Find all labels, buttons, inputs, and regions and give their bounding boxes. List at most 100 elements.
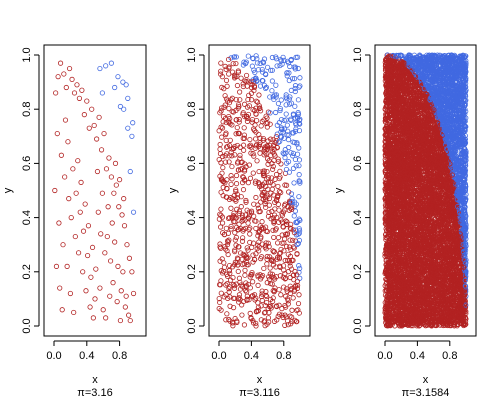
point-outside [254, 56, 260, 62]
y-tick-label: 1.0 [186, 47, 198, 62]
point-inside [236, 275, 243, 281]
point-inside [276, 219, 282, 225]
point-inside [264, 293, 270, 300]
point-inside [86, 125, 92, 131]
point-inside [256, 105, 263, 112]
point-inside [112, 160, 119, 166]
point-inside [58, 152, 64, 158]
point-inside [259, 219, 265, 225]
y-tick-label: 0.2 [186, 264, 198, 279]
point-inside [233, 234, 239, 241]
point-inside [283, 275, 289, 281]
point-inside [237, 152, 243, 158]
point-inside [243, 72, 250, 79]
point-outside [295, 54, 301, 60]
point-inside [218, 60, 224, 66]
point-outside [259, 66, 265, 73]
point-inside [227, 270, 233, 276]
point-inside [102, 250, 108, 256]
point-inside [70, 166, 76, 172]
point-inside [252, 297, 258, 303]
point-inside [258, 234, 264, 240]
point-inside [96, 114, 102, 120]
point-inside [262, 323, 268, 329]
point-outside [125, 95, 131, 101]
point-outside [293, 219, 299, 225]
point-inside [277, 168, 283, 174]
point-outside [263, 84, 270, 90]
point-inside [226, 159, 232, 165]
point-inside [218, 108, 224, 114]
point-outside [296, 172, 302, 178]
point-inside [94, 168, 101, 175]
point-inside [109, 220, 115, 226]
point-outside [289, 76, 296, 82]
point-inside [296, 292, 302, 298]
point-inside [235, 256, 241, 262]
point-outside [267, 110, 273, 116]
point-inside [55, 74, 61, 80]
point-inside [234, 160, 241, 166]
point-inside [218, 245, 224, 251]
point-inside [247, 142, 254, 148]
point-inside [243, 199, 249, 205]
point-inside [226, 289, 232, 295]
point-inside [232, 152, 238, 158]
point-inside [235, 296, 241, 302]
point-inside [250, 170, 256, 176]
point-inside [253, 225, 259, 232]
point-inside [217, 299, 223, 306]
point-outside [262, 71, 269, 77]
point-inside [220, 119, 226, 125]
point-inside [219, 84, 225, 90]
point-outside [284, 70, 290, 76]
point-inside [224, 281, 230, 287]
point-inside [295, 300, 302, 307]
point-inside [226, 71, 232, 77]
point-outside [274, 63, 280, 69]
point-inside [100, 307, 106, 313]
point-inside [282, 322, 288, 328]
point-outside [280, 129, 286, 135]
point-inside [263, 289, 269, 295]
point-outside [112, 84, 118, 91]
point-inside [105, 204, 111, 210]
point-outside [284, 58, 291, 64]
point-outside [283, 92, 289, 98]
point-outside [291, 76, 298, 82]
point-inside [53, 90, 59, 96]
point-inside [252, 218, 258, 224]
point-inside [239, 218, 245, 224]
point-inside [230, 264, 236, 270]
point-inside [283, 286, 290, 292]
point-inside [113, 182, 119, 188]
point-inside [268, 136, 274, 142]
point-inside [286, 198, 293, 204]
point-inside [240, 83, 246, 90]
point-outside [231, 54, 238, 60]
point-outside [295, 111, 302, 117]
point-inside [233, 187, 239, 193]
point-inside [223, 119, 229, 126]
point-outside [233, 54, 239, 60]
point-inside [266, 209, 272, 216]
y-tick-label: 0.8 [186, 102, 198, 117]
point-inside [235, 262, 241, 268]
point-outside [260, 78, 266, 84]
point-outside [291, 199, 298, 205]
point-inside [74, 82, 80, 88]
point-inside [228, 226, 234, 232]
point-inside [236, 131, 242, 137]
point-outside [273, 82, 279, 88]
point-inside [273, 264, 279, 270]
point-inside [259, 288, 265, 294]
point-outside [290, 153, 296, 159]
point-outside [291, 180, 297, 186]
point-inside [234, 191, 240, 198]
point-outside [115, 74, 121, 80]
point-inside [253, 251, 259, 257]
point-inside [121, 223, 128, 229]
point-inside [115, 263, 121, 269]
point-inside [250, 279, 256, 285]
